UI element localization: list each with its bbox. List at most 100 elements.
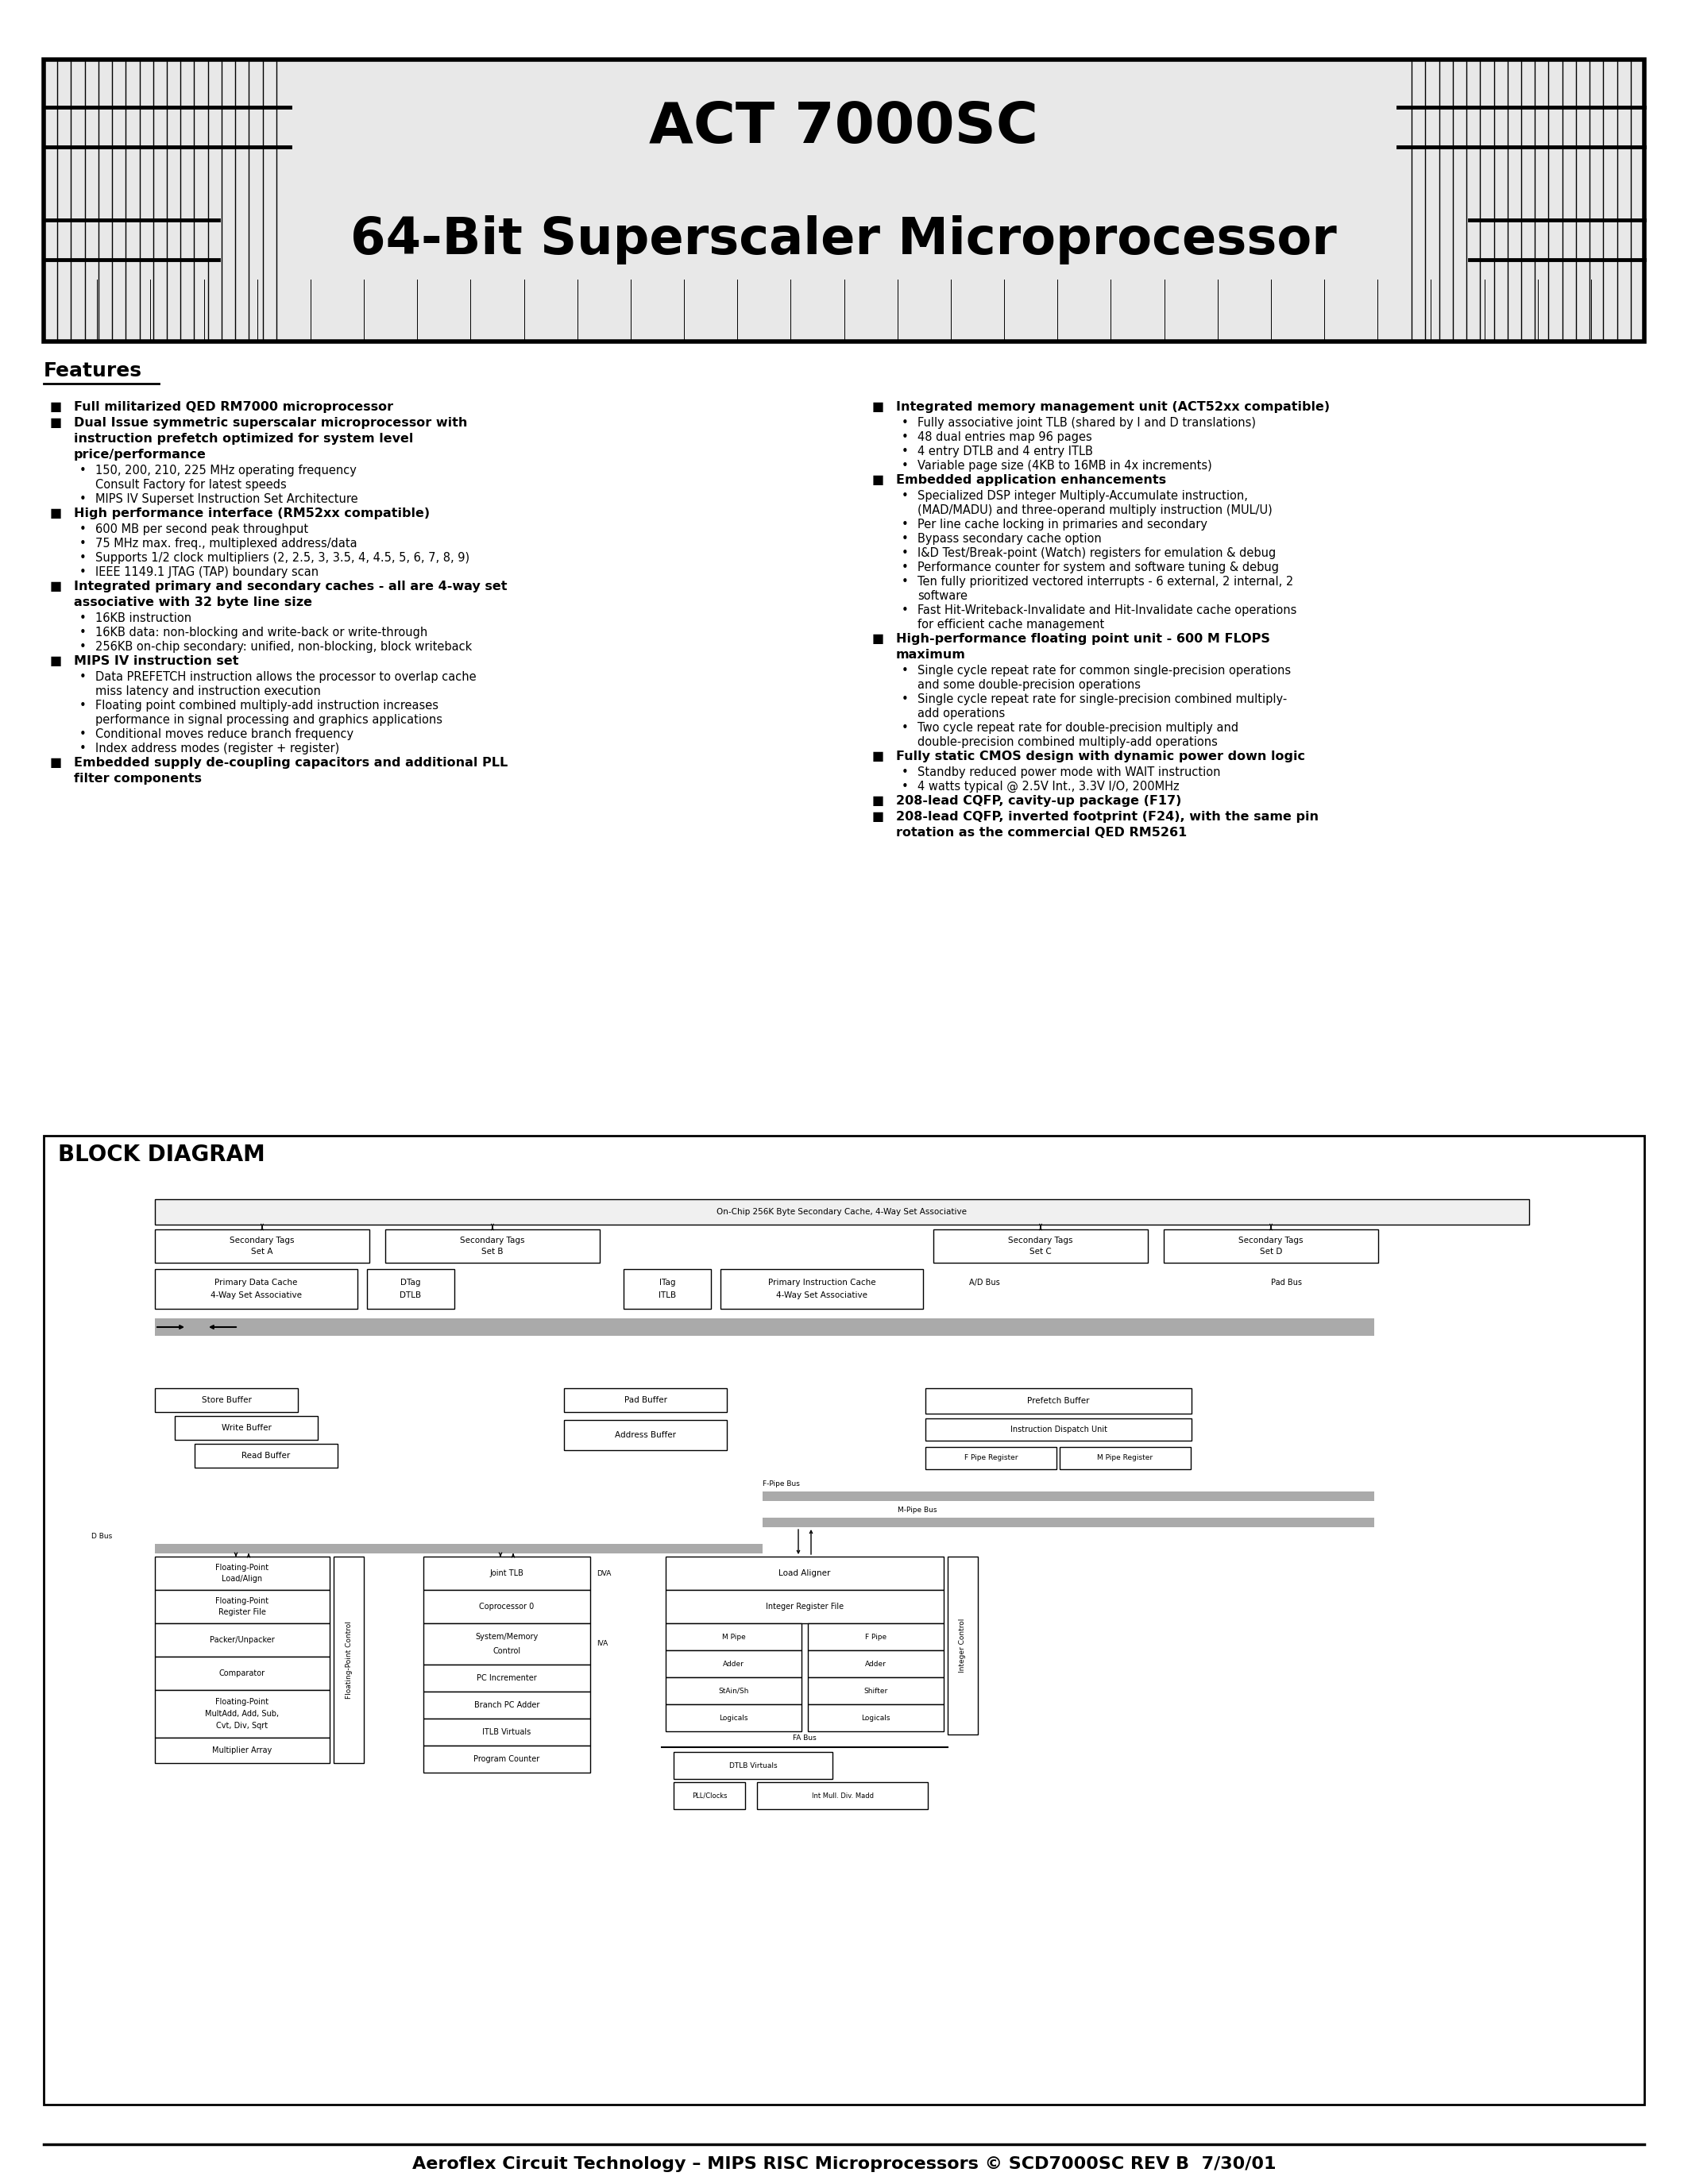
Text: ITLB Virtuals: ITLB Virtuals — [483, 1728, 532, 1736]
Text: Performance counter for system and software tuning & debug: Performance counter for system and softw… — [918, 561, 1280, 574]
Text: •: • — [901, 489, 908, 502]
Bar — [176, 1415, 317, 1439]
Bar — [424, 1590, 591, 1623]
Text: filter components: filter components — [74, 773, 203, 784]
Bar — [155, 1230, 370, 1262]
Text: associative with 32 byte line size: associative with 32 byte line size — [74, 596, 312, 609]
Text: Packer/Unpacker: Packer/Unpacker — [209, 1636, 275, 1645]
Bar — [809, 1651, 944, 1677]
Text: MIPS IV instruction set: MIPS IV instruction set — [74, 655, 238, 666]
Text: ■: ■ — [51, 402, 62, 413]
Text: •: • — [79, 566, 86, 579]
Text: ■: ■ — [873, 474, 885, 487]
Text: ■: ■ — [873, 751, 885, 762]
Text: ■: ■ — [873, 633, 885, 644]
Bar — [623, 1269, 711, 1308]
Text: •: • — [79, 699, 86, 712]
Text: 4-Way Set Associative: 4-Way Set Associative — [211, 1291, 302, 1299]
Text: Write Buffer: Write Buffer — [221, 1424, 272, 1433]
Text: DVA: DVA — [596, 1570, 611, 1577]
Text: •: • — [79, 553, 86, 563]
Bar — [155, 1623, 329, 1658]
Text: •: • — [901, 692, 908, 705]
Text: Per line cache locking in primaries and secondary: Per line cache locking in primaries and … — [918, 518, 1207, 531]
Text: ■: ■ — [51, 655, 62, 666]
Text: ■: ■ — [51, 758, 62, 769]
Text: Multiplier Array: Multiplier Array — [213, 1747, 272, 1754]
Text: Floating-Point: Floating-Point — [216, 1564, 268, 1572]
Bar — [933, 1230, 1148, 1262]
Text: DTLB Virtuals: DTLB Virtuals — [729, 1762, 776, 1769]
Bar — [925, 1417, 1192, 1441]
Text: Dual Issue symmetric superscalar microprocessor with: Dual Issue symmetric superscalar micropr… — [74, 417, 468, 428]
Text: 16KB data: non-blocking and write-back or write-through: 16KB data: non-blocking and write-back o… — [95, 627, 427, 638]
Text: Prefetch Buffer: Prefetch Buffer — [1028, 1398, 1090, 1404]
Bar — [155, 1690, 329, 1738]
Text: price/performance: price/performance — [74, 448, 206, 461]
Bar — [155, 1199, 1529, 1225]
Text: and some double-precision operations: and some double-precision operations — [918, 679, 1141, 690]
Text: 48 dual entries map 96 pages: 48 dual entries map 96 pages — [918, 430, 1092, 443]
Text: Pad Bus: Pad Bus — [1271, 1278, 1301, 1286]
Text: Int Mull. Div. Madd: Int Mull. Div. Madd — [812, 1793, 873, 1800]
Bar — [424, 1745, 591, 1773]
Text: Joint TLB: Joint TLB — [490, 1570, 523, 1577]
Text: Register File: Register File — [218, 1607, 267, 1616]
Text: Load/Align: Load/Align — [223, 1575, 263, 1583]
Text: Integer Register File: Integer Register File — [766, 1603, 844, 1610]
Text: Single cycle repeat rate for single-precision combined multiply-: Single cycle repeat rate for single-prec… — [918, 692, 1286, 705]
Text: A/D Bus: A/D Bus — [969, 1278, 999, 1286]
Text: Two cycle repeat rate for double-precision multiply and: Two cycle repeat rate for double-precisi… — [918, 723, 1239, 734]
Text: Logicals: Logicals — [861, 1714, 890, 1721]
Text: Load Aligner: Load Aligner — [778, 1570, 830, 1577]
Text: StAin/Sh: StAin/Sh — [719, 1688, 749, 1695]
Text: IVA: IVA — [596, 1640, 608, 1647]
Text: Supports 1/2 clock multipliers (2, 2.5, 3, 3.5, 4, 4.5, 5, 6, 7, 8, 9): Supports 1/2 clock multipliers (2, 2.5, … — [95, 553, 469, 563]
Text: Full militarized QED RM7000 microprocessor: Full militarized QED RM7000 microprocess… — [74, 402, 393, 413]
Text: ■: ■ — [51, 581, 62, 592]
Text: Cvt, Div, Sqrt: Cvt, Div, Sqrt — [216, 1721, 268, 1730]
Text: 150, 200, 210, 225 MHz operating frequency: 150, 200, 210, 225 MHz operating frequen… — [95, 465, 356, 476]
Text: Adder: Adder — [866, 1660, 886, 1666]
Bar — [424, 1664, 591, 1693]
Text: DTag: DTag — [400, 1278, 420, 1286]
Text: Integrated primary and secondary caches - all are 4-way set: Integrated primary and secondary caches … — [74, 581, 506, 592]
Text: •: • — [79, 727, 86, 740]
Text: Fast Hit-Writeback-Invalidate and Hit-Invalidate cache operations: Fast Hit-Writeback-Invalidate and Hit-In… — [918, 605, 1296, 616]
Bar — [424, 1693, 591, 1719]
Text: 4 entry DTLB and 4 entry ITLB: 4 entry DTLB and 4 entry ITLB — [918, 446, 1092, 456]
Text: Set D: Set D — [1259, 1247, 1283, 1256]
Bar — [674, 1782, 744, 1808]
Text: Secondary Tags: Secondary Tags — [1239, 1236, 1303, 1245]
Text: Variable page size (4KB to 16MB in 4x increments): Variable page size (4KB to 16MB in 4x in… — [918, 461, 1212, 472]
Text: add operations: add operations — [918, 708, 1004, 719]
Bar — [194, 1444, 338, 1468]
Bar — [44, 59, 1644, 341]
Text: Embedded supply de-coupling capacitors and additional PLL: Embedded supply de-coupling capacitors a… — [74, 758, 508, 769]
Text: Comparator: Comparator — [219, 1669, 265, 1677]
Text: Secondary Tags: Secondary Tags — [461, 1236, 525, 1245]
Text: •: • — [901, 533, 908, 544]
Text: Features: Features — [44, 360, 142, 380]
Text: •: • — [901, 605, 908, 616]
Text: Shifter: Shifter — [864, 1688, 888, 1695]
Text: Fully static CMOS design with dynamic power down logic: Fully static CMOS design with dynamic po… — [896, 751, 1305, 762]
Text: •: • — [901, 664, 908, 677]
Bar — [665, 1590, 944, 1623]
Text: Floating-Point: Floating-Point — [216, 1697, 268, 1706]
Bar — [665, 1623, 802, 1651]
Text: Primary Instruction Cache: Primary Instruction Cache — [768, 1278, 876, 1286]
Text: Floating-Point Control: Floating-Point Control — [344, 1621, 353, 1699]
Text: Store Buffer: Store Buffer — [201, 1396, 252, 1404]
Bar — [155, 1557, 329, 1590]
Bar — [809, 1704, 944, 1732]
Text: Instruction Dispatch Unit: Instruction Dispatch Unit — [1009, 1426, 1107, 1433]
Text: Secondary Tags: Secondary Tags — [1008, 1236, 1074, 1245]
Bar — [763, 1492, 1374, 1500]
Text: Address Buffer: Address Buffer — [614, 1431, 675, 1439]
Text: •: • — [901, 446, 908, 456]
Text: M-Pipe Bus: M-Pipe Bus — [898, 1507, 937, 1514]
Bar — [809, 1677, 944, 1704]
Bar — [155, 1269, 358, 1308]
Bar — [665, 1651, 802, 1677]
